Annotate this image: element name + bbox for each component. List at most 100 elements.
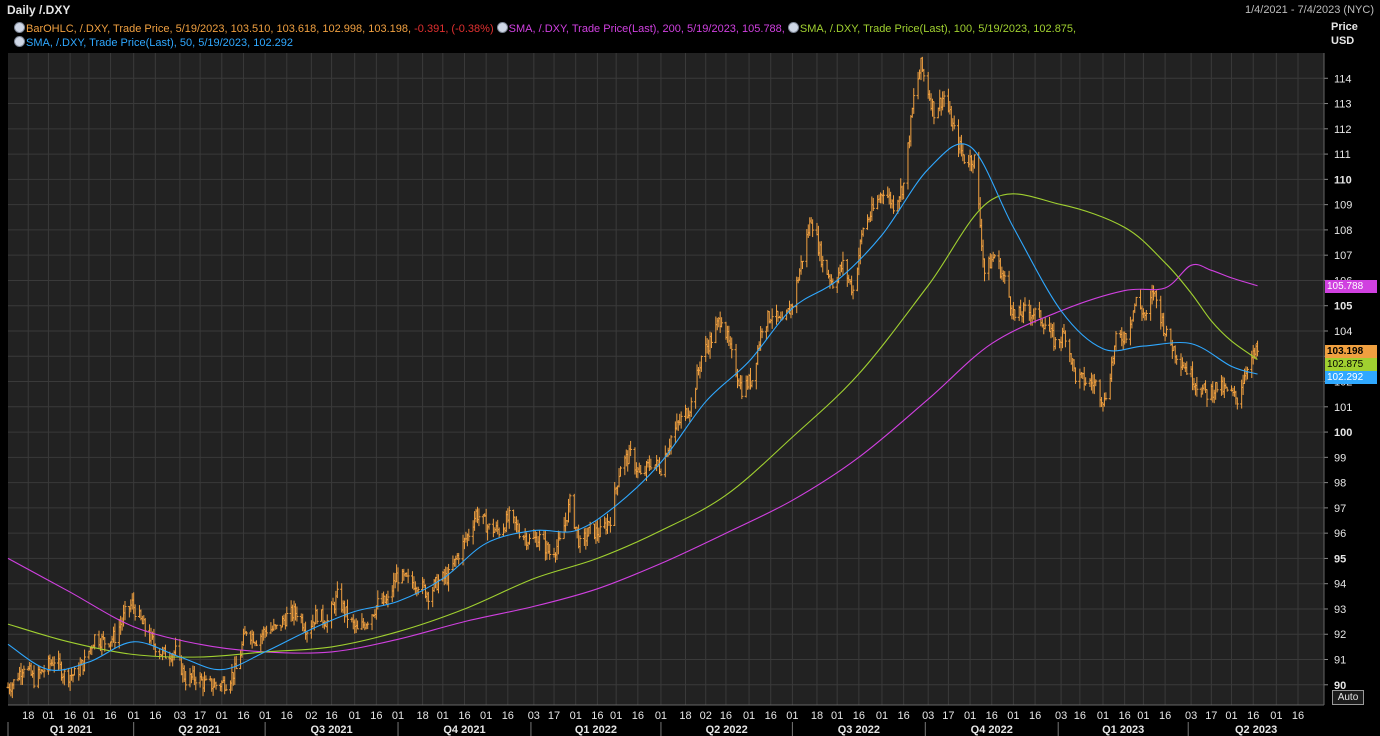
ohlc-bar-last	[1256, 340, 1260, 357]
y-tick-label: 100	[1334, 427, 1352, 439]
legend-item-sma200[interactable]: SMA, /.DXY, Trade Price(Last), 200, 5/19…	[496, 22, 788, 35]
ohlc-bar	[224, 684, 228, 692]
y-tick-label: 114	[1334, 73, 1352, 85]
quarter-label: Q2 2023	[1235, 724, 1277, 736]
x-tick-label: 16	[237, 710, 249, 722]
ohlc-bar	[507, 506, 511, 529]
x-tick-label: 01	[1137, 710, 1149, 722]
date-range-label[interactable]: 1/4/2021 - 7/4/2023 (NYC)	[1244, 4, 1374, 16]
y-tick-label: 99	[1334, 452, 1346, 464]
x-tick-label: 16	[104, 710, 116, 722]
plot-area[interactable]	[8, 53, 1324, 705]
x-tick-label: 16	[1159, 710, 1171, 722]
x-tick-label: 01	[610, 710, 622, 722]
ohlc-bar	[972, 154, 976, 169]
ohlc-bar	[1043, 316, 1047, 330]
ohlc-bar	[42, 664, 46, 678]
ohlc-bar	[720, 317, 724, 328]
ohlc-bar	[568, 493, 572, 513]
ohlc-bar	[770, 308, 774, 329]
x-tick-label: 17	[1205, 710, 1217, 722]
ohlc-bar	[1205, 389, 1209, 407]
ohlc-bar	[629, 440, 633, 457]
ohlc-bar	[1114, 331, 1118, 351]
x-tick-label: 16	[591, 710, 603, 722]
x-tick-label: 01	[259, 710, 271, 722]
x-tick-label: 01	[480, 710, 492, 722]
x-tick-label: 16	[632, 710, 644, 722]
x-tick-label: 16	[325, 710, 337, 722]
quarter-label: Q1 2021	[50, 724, 92, 736]
ohlc-bar	[699, 355, 703, 372]
ohlc-bar	[659, 468, 663, 477]
ohlc-bar	[83, 649, 87, 672]
ohlc-bar	[275, 624, 279, 630]
x-tick-label: 02	[700, 710, 712, 722]
ohlc-bar	[123, 600, 127, 621]
ohlc-bar	[517, 523, 521, 539]
x-tick-label: 01	[831, 710, 843, 722]
quarter-label: Q3 2022	[838, 724, 880, 736]
x-tick-label: 16	[853, 710, 865, 722]
x-tick-label: 16	[1119, 710, 1131, 722]
ohlc-bar	[1245, 366, 1249, 380]
legend-globe-icon	[14, 36, 25, 47]
y-tick-label: 96	[1334, 528, 1346, 540]
x-tick-label: 18	[679, 710, 691, 722]
last-value-badge: 102.875	[1325, 358, 1377, 372]
ohlc-bar	[1185, 361, 1189, 375]
x-tick-label: 17	[194, 710, 206, 722]
x-tick-label: 16	[64, 710, 76, 722]
ohlc-bar	[608, 517, 612, 533]
ohlc-bar	[467, 528, 471, 542]
legend-item-ohlc[interactable]: BarOHLC, /.DXY, Trade Price, 5/19/2023, …	[14, 22, 497, 35]
ohlc-bar	[851, 285, 855, 300]
ohlc-bar	[184, 671, 188, 691]
ohlc-bar	[538, 530, 542, 551]
sma-lines	[7, 143, 1258, 671]
ohlc-bar	[881, 190, 885, 205]
x-tick-label: 16	[720, 710, 732, 722]
y-tick-label: 113	[1334, 99, 1352, 111]
ohlc-bar	[679, 411, 683, 429]
ohlc-bar	[497, 527, 501, 538]
x-tick-label: 01	[216, 710, 228, 722]
y-tick-label: 112	[1334, 124, 1352, 136]
ohlc-bar	[1195, 376, 1199, 397]
quarter-label: Q4 2021	[443, 724, 485, 736]
ohlc-bar	[174, 637, 178, 656]
ohlc-bar	[1074, 367, 1078, 384]
ohlc-bar	[1235, 397, 1239, 410]
y-tick-label: 98	[1334, 478, 1346, 490]
x-tick-label: 03	[1055, 710, 1067, 722]
legend-sma50-text: SMA, /.DXY, Trade Price(Last), 50, 5/19/…	[26, 37, 294, 49]
ohlc-bar	[922, 68, 926, 82]
ohlc-bar	[618, 466, 622, 477]
x-tick-label: 03	[528, 710, 540, 722]
ohlc-bar	[305, 630, 309, 643]
ohlc-bar	[558, 531, 562, 541]
ohlc-bar	[952, 115, 956, 130]
legend-item-sma50[interactable]: SMA, /.DXY, Trade Price(Last), 50, 5/19/…	[14, 36, 294, 49]
y-tick-label: 94	[1334, 579, 1346, 591]
ohlc-bar	[760, 328, 764, 339]
auto-scale-button[interactable]: Auto	[1332, 690, 1364, 705]
ohlc-bar	[1104, 392, 1108, 401]
last-value-badge: 103.198	[1325, 345, 1377, 359]
ohlc-bar	[1175, 354, 1179, 365]
ohlc-bar	[993, 254, 997, 259]
ohlc-bar	[356, 620, 360, 630]
x-tick-label: 18	[811, 710, 823, 722]
ohlc-bar	[649, 458, 653, 471]
ohlc-bar	[750, 380, 754, 388]
legend: BarOHLC, /.DXY, Trade Price, 5/19/2023, …	[14, 22, 1314, 50]
legend-globe-icon	[14, 22, 25, 33]
ohlc-bar	[1053, 337, 1057, 350]
legend-item-sma100[interactable]: SMA, /.DXY, Trade Price(Last), 100, 5/19…	[787, 22, 1076, 35]
legend-sma200-text: SMA, /.DXY, Trade Price(Last), 200, 5/19…	[508, 23, 788, 35]
ohlc-bar	[710, 332, 714, 349]
x-tick-label: 16	[986, 710, 998, 722]
ohlc-bar	[477, 508, 481, 527]
